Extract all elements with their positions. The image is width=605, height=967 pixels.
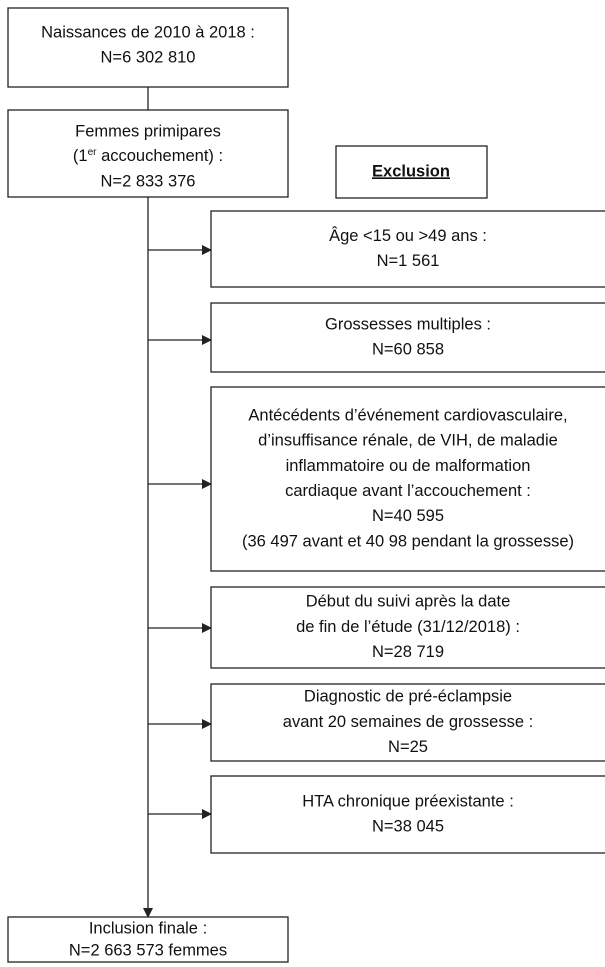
primiparous-box: [7, 109, 289, 198]
start-box: [7, 7, 289, 88]
exclusion-line: HTA chronique préexistante :: [302, 792, 514, 810]
text: (1: [73, 147, 88, 165]
exclusion-line: Début du suivi après la date: [306, 593, 511, 611]
final-box: [7, 916, 289, 963]
exclusion-line: N=1 561: [377, 252, 440, 270]
exclusion-line: inflammatoire ou de malformation: [286, 457, 531, 475]
exclusion-line: (36 497 avant et 40 98 pendant la grosse…: [242, 532, 574, 550]
exclusion-line: avant 20 semaines de grossesse :: [283, 713, 533, 731]
exclusion-line: Âge <15 ou >49 ans :: [329, 226, 487, 245]
exclusion-box: [210, 683, 605, 762]
text: accouchement) :: [97, 147, 224, 165]
exclusion-line: Antécédents d’événement cardiovasculaire…: [248, 406, 567, 424]
exclusion-box: [210, 210, 605, 288]
final-line: Inclusion finale :: [89, 919, 207, 937]
exclusion-line: Diagnostic de pré-éclampsie: [304, 688, 512, 706]
start-line: Naissances de 2010 à 2018 :: [41, 23, 255, 41]
exclusion-line: N=60 858: [372, 340, 444, 358]
final-line: N=2 663 573 femmes: [69, 941, 227, 959]
primiparous-line: (1er accouchement) :: [73, 147, 223, 166]
exclusion-box: [210, 302, 605, 373]
exclusion-line: N=38 045: [372, 817, 444, 835]
exclusion-box: [210, 775, 605, 854]
exclusion-line: N=28 719: [372, 643, 444, 661]
start-line: N=6 302 810: [101, 48, 196, 66]
primiparous-line: N=2 833 376: [101, 172, 196, 190]
exclusion-box: [210, 386, 605, 572]
exclusion-header: Exclusion: [372, 162, 450, 180]
exclusion-line: cardiaque avant l’accouchement :: [285, 482, 531, 500]
superscript: er: [88, 147, 98, 158]
exclusion-box: [210, 586, 605, 669]
primiparous-line: Femmes primipares: [75, 122, 221, 140]
exclusion-line: de fin de l’étude (31/12/2018) :: [296, 618, 520, 636]
exclusion-line: Grossesses multiples :: [325, 315, 491, 333]
exclusion-header-box: [335, 145, 488, 199]
exclusion-line: N=40 595: [372, 507, 444, 525]
exclusion-line: N=25: [388, 738, 428, 756]
exclusion-line: d’insuffisance rénale, de VIH, de maladi…: [258, 432, 558, 450]
